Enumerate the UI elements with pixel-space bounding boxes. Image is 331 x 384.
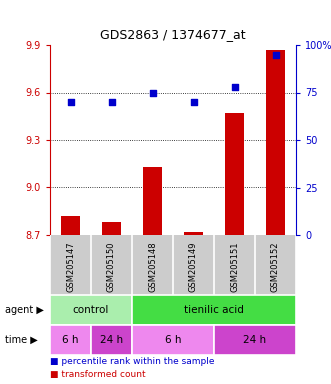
Bar: [214, 325, 296, 355]
Text: 24 h: 24 h: [100, 335, 123, 345]
Bar: [132, 295, 296, 325]
Text: agent ▶: agent ▶: [5, 305, 44, 315]
Bar: [102, 222, 121, 235]
Bar: [266, 50, 285, 235]
Point: [150, 89, 155, 96]
Point: [232, 84, 237, 90]
Bar: [225, 113, 244, 235]
Bar: [143, 167, 162, 235]
Bar: [91, 325, 132, 355]
Point: [109, 99, 114, 105]
Text: ■ transformed count: ■ transformed count: [50, 371, 146, 379]
Bar: [50, 295, 132, 325]
Text: 24 h: 24 h: [243, 335, 266, 345]
Bar: [61, 216, 80, 235]
Text: GSM205147: GSM205147: [66, 241, 75, 291]
Text: ■ percentile rank within the sample: ■ percentile rank within the sample: [50, 358, 214, 366]
Text: 6 h: 6 h: [62, 335, 79, 345]
Bar: [132, 325, 214, 355]
Point: [273, 51, 278, 58]
Title: GDS2863 / 1374677_at: GDS2863 / 1374677_at: [100, 28, 246, 41]
Text: GSM205150: GSM205150: [107, 241, 116, 291]
Text: GSM205152: GSM205152: [271, 241, 280, 291]
Text: GSM205151: GSM205151: [230, 241, 239, 291]
Text: tienilic acid: tienilic acid: [184, 305, 244, 315]
Text: control: control: [73, 305, 109, 315]
Bar: [184, 232, 203, 235]
Text: GSM205148: GSM205148: [148, 241, 157, 291]
Point: [191, 99, 196, 105]
Bar: [50, 325, 91, 355]
Text: time ▶: time ▶: [5, 335, 38, 345]
Point: [68, 99, 73, 105]
Text: 6 h: 6 h: [165, 335, 181, 345]
Text: GSM205149: GSM205149: [189, 241, 198, 291]
